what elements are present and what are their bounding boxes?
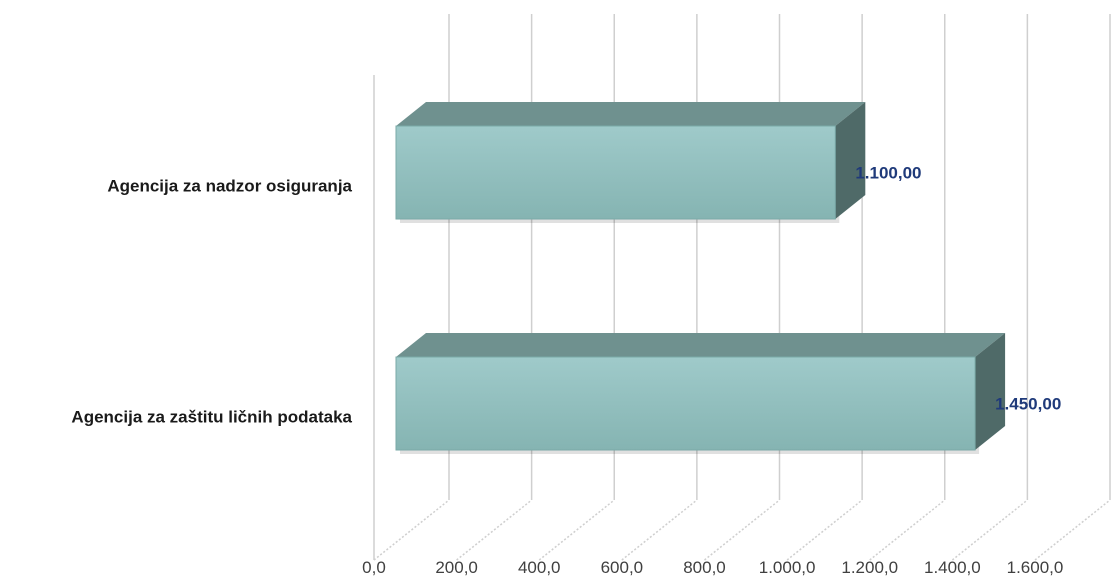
gridline-floor [704,499,780,561]
gridline-floor [786,499,863,561]
data-label: 1.100,00 [855,164,921,183]
x-axis-ticks: 0,0 200,0 400,0 600,0 800,0 1.000,0 1.200,0 1.4… [362,558,1063,577]
tick-label: 600,0 [601,558,644,577]
gridline-floor [1034,499,1111,561]
value-labels: 1.100,00 1.450,00 [855,164,1061,414]
tick-label: 1.000,0 [759,558,816,577]
bar-top-face [396,333,1006,357]
tick-label: 0,0 [362,558,386,577]
gridline-floor [456,499,533,561]
gridlines [373,14,1111,561]
gridline-floor [869,499,946,561]
tick-label: 1.600,0 [1007,558,1064,577]
gridline-floor [538,499,615,561]
tick-label: 200,0 [435,558,478,577]
tick-label: 1.400,0 [924,558,981,577]
bar [395,125,836,220]
bar-top-face [396,102,866,126]
tick-label: 1.200,0 [841,558,898,577]
tick-label: 800,0 [683,558,726,577]
gridline-floor [621,499,698,561]
category-label: Agencija za zaštitu ličnih podataka [71,408,352,427]
tick-label: 400,0 [518,558,561,577]
gridline-floor [951,499,1028,561]
data-label: 1.450,00 [995,395,1061,414]
bars [395,102,1006,454]
bar [395,356,976,451]
bar-side-face [835,102,866,219]
bar-side-face [975,333,1006,450]
category-label: Agencija za nadzor osiguranja [107,177,352,196]
gridline-floor [373,499,450,561]
category-labels: Agencija za nadzor osiguranja Agencija za… [71,177,352,427]
